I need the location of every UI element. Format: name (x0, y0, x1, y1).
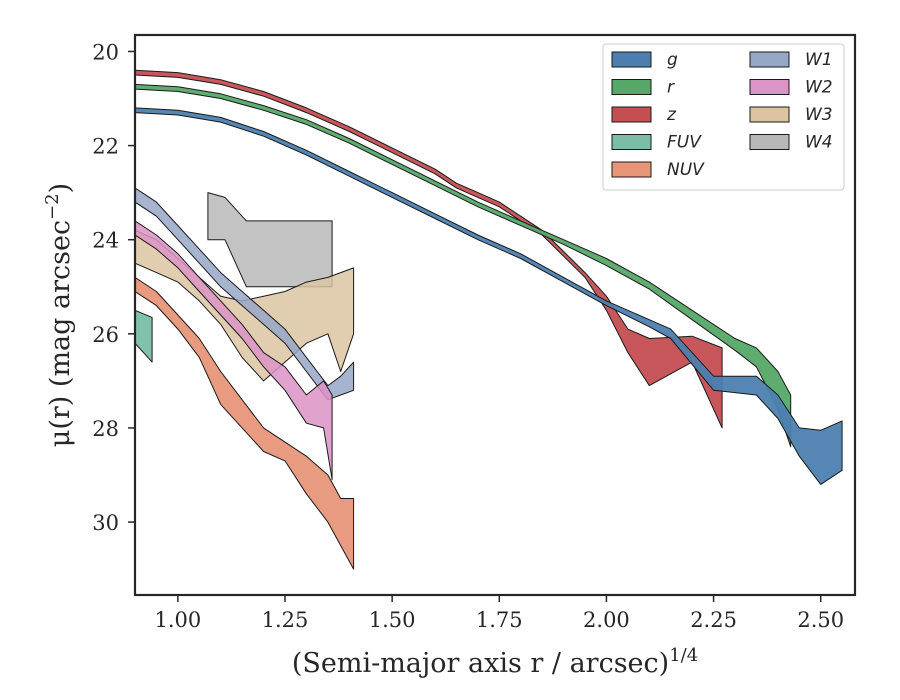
legend-swatch-w3 (749, 106, 790, 123)
legend-label-w3: W3 (805, 105, 833, 125)
y-axis-ticks: 20 22 24 26 28 30 (92, 40, 135, 535)
legend-swatch-w1 (749, 51, 790, 68)
band-fuv (135, 309, 153, 363)
y-axis-label-exponent: −2 (42, 193, 63, 220)
legend-label-fuv: FUV (667, 133, 702, 153)
y-axis-label-close: ) (45, 183, 76, 194)
x-tick-label: 1.75 (476, 608, 523, 632)
legend-swatch-g (611, 51, 652, 68)
legend-label-z: z (666, 105, 677, 125)
x-tick-label: 2.00 (583, 608, 630, 632)
legend-items: grz FUV NUV W1 W2 W3 W4 (611, 50, 833, 180)
legend-label-w2: W2 (805, 78, 833, 98)
x-tick-label: 2.25 (690, 608, 737, 632)
x-tick-label: 1.00 (154, 608, 201, 632)
y-axis-label-text: μ(r) (mag arcsec (45, 220, 76, 447)
x-axis-label-text: (Semi-major axis r / arcsec) (292, 648, 669, 679)
legend-swatch-r (611, 79, 652, 95)
band-w1 (135, 187, 355, 401)
legend-swatch-nuv (611, 161, 652, 178)
y-tick-label: 22 (92, 135, 119, 159)
legend-label-r: r (667, 78, 675, 98)
y-tick-label: 30 (92, 511, 119, 535)
y-tick-label: 28 (92, 417, 119, 441)
legend-label-g: g (667, 50, 678, 70)
plot-frame (133, 33, 857, 597)
legend-swatch-fuv (611, 134, 652, 150)
y-axis-label: μ(r) (mag arcsec−2) (42, 183, 76, 447)
legend-swatch-w2 (749, 79, 790, 95)
y-tick-label: 24 (92, 229, 119, 253)
x-tick-label: 1.25 (262, 608, 309, 632)
x-tick-label: 1.50 (369, 608, 416, 632)
y-tick-label: 26 (92, 323, 119, 347)
x-axis-label-exponent: 1/4 (669, 645, 698, 666)
band-g (135, 107, 843, 485)
legend-label-w4: W4 (805, 133, 833, 153)
legend-label-w1: W1 (805, 50, 833, 70)
y-tick-label: 20 (92, 40, 119, 64)
band-w2 (135, 220, 333, 481)
legend-swatch-z (611, 106, 652, 123)
band-nuv (135, 276, 355, 570)
x-axis-label: (Semi-major axis r / arcsec)1/4 (292, 645, 698, 679)
legend: grz FUV NUV W1 W2 W3 W4 (602, 43, 845, 191)
x-axis-ticks: 1.00 1.25 1.50 1.75 2.00 2.25 2.50 (154, 595, 844, 632)
x-tick-label: 2.50 (797, 608, 844, 632)
legend-swatch-w4 (749, 134, 790, 150)
series-bands (135, 69, 843, 570)
band-r (135, 83, 792, 448)
band-z (135, 69, 723, 429)
legend-label-nuv: NUV (667, 160, 705, 180)
